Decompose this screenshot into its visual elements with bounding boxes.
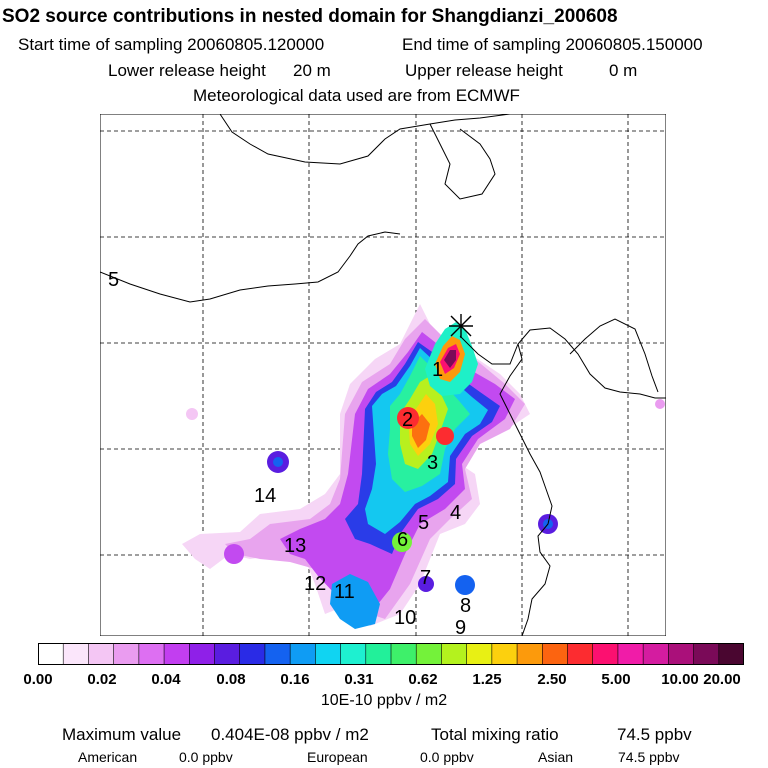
sampling-end: End time of sampling 20060805.150000 bbox=[402, 35, 703, 54]
colorbar-swatch bbox=[365, 643, 392, 665]
coast-peninsula bbox=[569, 318, 659, 393]
receptor-marker bbox=[449, 314, 473, 338]
hotspot-3 bbox=[436, 427, 454, 445]
colorbar-tick-7: 1.25 bbox=[472, 671, 502, 688]
colorbar-swatch bbox=[441, 643, 468, 665]
coastlines bbox=[100, 114, 666, 636]
max-value-label: Maximum value bbox=[62, 725, 182, 744]
border-west bbox=[100, 231, 401, 303]
region-label-8: 8 bbox=[460, 595, 471, 617]
colorbar-tick-1: 0.02 bbox=[87, 671, 117, 688]
asian-value: 74.5 ppbv bbox=[618, 749, 680, 765]
colorbar-swatch bbox=[214, 643, 241, 665]
plume-north-peak bbox=[444, 350, 456, 368]
region-label-1: 1 bbox=[432, 359, 443, 381]
colorbar-swatch bbox=[189, 643, 215, 665]
colorbar-swatch bbox=[391, 643, 417, 665]
region-label-west: 5 bbox=[108, 269, 119, 291]
region-label-4: 4 bbox=[450, 502, 461, 524]
hotspot-2 bbox=[397, 407, 419, 429]
colorbar-swatch bbox=[567, 643, 594, 665]
upper-release-value: 0 m bbox=[609, 61, 638, 80]
colorbar-swatch bbox=[113, 643, 140, 665]
colorbar-swatch bbox=[693, 643, 720, 665]
region-label-11: 11 bbox=[334, 581, 355, 603]
sampling-start: Start time of sampling 20060805.120000 bbox=[18, 35, 325, 54]
lower-release-label: Lower release height bbox=[108, 61, 266, 80]
colorbar-tick-10: 10.00 bbox=[661, 671, 699, 688]
colorbar-tick-0: 0.00 bbox=[23, 671, 53, 688]
region-label-14: 14 bbox=[254, 485, 276, 507]
concentration-field bbox=[182, 304, 665, 629]
colorbar-swatch bbox=[290, 643, 316, 665]
asian-label: Asian bbox=[538, 749, 574, 765]
colorbar-swatch bbox=[63, 643, 89, 665]
colorbar-swatch bbox=[718, 643, 744, 665]
colorbar-swatch bbox=[668, 643, 695, 665]
patch-11 bbox=[330, 574, 380, 629]
american-value: 0.0 ppbv bbox=[179, 749, 233, 765]
total-mixing-value: 74.5 ppbv bbox=[617, 725, 692, 744]
colorbar-tick-9: 5.00 bbox=[601, 671, 631, 688]
colorbar-swatch bbox=[643, 643, 669, 665]
colorbar-swatch bbox=[264, 643, 291, 665]
region-label-7: 7 bbox=[420, 567, 431, 589]
region-label-5: 5 bbox=[418, 512, 429, 534]
colorbar-swatch bbox=[340, 643, 367, 665]
colorbar-swatch bbox=[88, 643, 115, 665]
colorbar-swatch bbox=[491, 643, 518, 665]
colorbar-swatch bbox=[517, 643, 543, 665]
american-label: American bbox=[78, 749, 138, 765]
colorbar-swatch bbox=[239, 643, 266, 665]
patch-west bbox=[186, 408, 198, 420]
colorbar-border bbox=[38, 643, 744, 665]
region-label-6: 6 bbox=[397, 529, 408, 551]
patch-7 bbox=[418, 576, 434, 592]
upper-release-label: Upper release height bbox=[405, 61, 563, 80]
colorbar bbox=[38, 643, 744, 665]
colorbar-tick-11: 20.00 bbox=[703, 671, 741, 688]
region-label-9: 9 bbox=[455, 617, 466, 636]
region-label-12: 12 bbox=[304, 573, 326, 595]
colorbar-swatch bbox=[315, 643, 342, 665]
patch-13 bbox=[224, 544, 244, 564]
colorbar-swatch bbox=[466, 643, 493, 665]
lower-release-value: 20 m bbox=[293, 61, 331, 80]
patch-14-core bbox=[273, 457, 283, 467]
colorbar-tick-6: 0.62 bbox=[408, 671, 438, 688]
patch-far-east bbox=[655, 399, 665, 409]
colorbar-swatch bbox=[138, 643, 165, 665]
european-value: 0.0 ppbv bbox=[420, 749, 474, 765]
colorbar-swatch bbox=[617, 643, 644, 665]
region-labels: 1 2 3 4 5 6 7 8 9 10 11 12 13 14 5 bbox=[108, 269, 471, 636]
colorbar-unit: 10E-10 ppbv / m2 bbox=[320, 692, 448, 709]
region-label-3: 3 bbox=[427, 452, 438, 474]
map-panel: 1 2 3 4 5 6 7 8 9 10 11 12 13 14 5 bbox=[100, 114, 666, 636]
chart-title: SO2 source contributions in nested domai… bbox=[2, 6, 618, 27]
region-label-10: 10 bbox=[394, 607, 416, 629]
total-mixing-label: Total mixing ratio bbox=[431, 725, 559, 744]
region-label-13: 13 bbox=[284, 535, 306, 557]
colorbar-tick-8: 2.50 bbox=[537, 671, 567, 688]
border-north bbox=[219, 114, 511, 165]
colorbar-tick-4: 0.16 bbox=[280, 671, 310, 688]
met-data-note: Meteorological data used are from ECMWF bbox=[193, 86, 520, 105]
patch-8 bbox=[455, 575, 475, 595]
max-value: 0.404E-08 ppbv / m2 bbox=[211, 725, 369, 744]
colorbar-tick-5: 0.31 bbox=[344, 671, 374, 688]
colorbar-swatch bbox=[416, 643, 442, 665]
colorbar-swatch bbox=[38, 643, 64, 665]
patch-6 bbox=[392, 532, 412, 552]
border-inner bbox=[429, 123, 496, 200]
region-label-2: 2 bbox=[402, 409, 413, 431]
colorbar-tick-2: 0.04 bbox=[151, 671, 181, 688]
coast-east bbox=[499, 343, 553, 636]
colorbar-tick-3: 0.08 bbox=[216, 671, 246, 688]
colorbar-swatch bbox=[592, 643, 619, 665]
european-label: European bbox=[307, 749, 368, 765]
colorbar-swatch bbox=[164, 643, 190, 665]
coast-bohai bbox=[459, 327, 666, 399]
colorbar-swatch bbox=[542, 643, 568, 665]
